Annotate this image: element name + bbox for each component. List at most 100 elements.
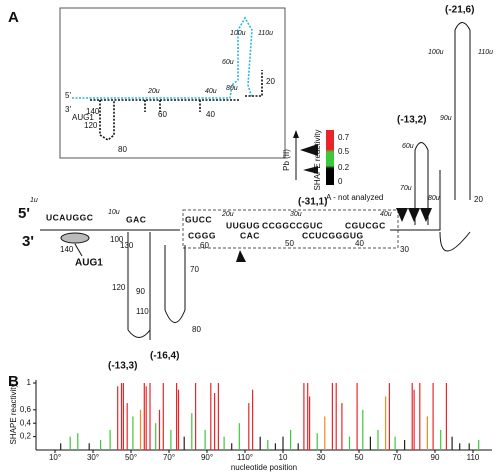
bar: [307, 383, 309, 450]
legend-note: A - not analyzed: [326, 193, 383, 202]
nt-number: 110: [136, 307, 149, 316]
bar: [432, 383, 434, 450]
x-tick-label: 110°: [237, 453, 253, 462]
nt-number: 110u: [478, 49, 493, 56]
bar: [341, 403, 343, 450]
nt-number: 70: [190, 265, 199, 274]
bar: [158, 409, 161, 450]
sequence: CCGGCCGUC: [262, 220, 323, 230]
bar: [451, 436, 453, 450]
bar: [440, 429, 442, 450]
bar: [223, 436, 225, 450]
x-tick-label: 70°: [163, 453, 175, 462]
nt-number: 40: [355, 239, 364, 248]
inset-label: 20u: [147, 88, 160, 95]
inset-label: 40u: [205, 88, 217, 95]
x-tick-label: 110: [467, 453, 480, 462]
sequence: UCAUGGC: [46, 212, 93, 222]
inset-label: 140: [86, 107, 100, 116]
bar: [377, 429, 379, 450]
inset-label: 120: [84, 121, 98, 130]
inset-label: 3': [65, 105, 71, 114]
bar: [290, 429, 292, 450]
x-tick-label: 50: [355, 453, 364, 462]
x-tick-label: 10°: [49, 453, 61, 462]
x-tick-label: 10: [279, 453, 288, 462]
bar: [177, 389, 180, 450]
nt-number: 40u: [380, 211, 392, 218]
bar: [88, 443, 90, 450]
bar: [183, 436, 185, 450]
bar: [117, 386, 119, 450]
nt-number: 80: [192, 325, 201, 334]
bar: [210, 383, 212, 450]
y-tick-label: 0,6: [20, 405, 32, 414]
y-tick-label: 0,2: [20, 432, 32, 441]
nt-number: 80u: [428, 195, 440, 202]
bar: [77, 433, 79, 450]
dashed-box: [182, 209, 399, 249]
bar: [149, 383, 151, 450]
bar: [132, 416, 134, 450]
bar: [100, 439, 102, 450]
bar: [303, 383, 305, 450]
bar: [139, 409, 142, 450]
x-tick-label: 90: [431, 453, 440, 462]
bar: [60, 443, 62, 450]
inset-label: 60: [158, 110, 167, 119]
bar: [191, 413, 193, 450]
nt-number: 60: [200, 241, 209, 250]
nt-number: 20u: [221, 211, 234, 218]
legend-tick: 0: [338, 177, 343, 186]
nt-number: 140: [60, 245, 74, 254]
sequence: CAC: [240, 230, 260, 240]
loop-label: (-13,3): [108, 361, 137, 372]
bar: [259, 436, 261, 450]
bar: [413, 389, 415, 450]
inset-black-path: [90, 70, 263, 141]
bar: [195, 383, 197, 450]
bar: [426, 416, 428, 450]
bar: [404, 439, 406, 450]
bar: [309, 396, 311, 450]
nt-number: 30u: [290, 211, 302, 218]
bar: [217, 383, 219, 450]
nt-number: 90: [136, 287, 145, 296]
legend-tick: 0.5: [338, 147, 350, 156]
nt-number: 50: [285, 239, 294, 248]
bar: [362, 409, 364, 450]
panel-label: A: [8, 9, 19, 26]
bar: [356, 383, 358, 450]
bar: [324, 416, 326, 450]
bar: [214, 393, 216, 450]
inset-label: 60u: [222, 59, 234, 66]
bar: [109, 429, 111, 450]
bar: [126, 403, 128, 450]
bar: [248, 403, 250, 450]
panel-b: B SHAPE reactivity nucleotide position 0…: [8, 373, 492, 472]
bar: [348, 436, 351, 450]
bar: [176, 383, 178, 450]
cleavage-triangles: [236, 208, 432, 262]
bar: [155, 423, 157, 450]
nt-number: 90u: [440, 115, 452, 122]
three-prime: 3': [22, 233, 34, 250]
nt-number: 10u: [108, 209, 120, 216]
bar: [297, 443, 299, 450]
loop-label: (-16,4): [150, 351, 179, 362]
panel-a: A 5' 3' AUG1 20u 40u 60u 80u 100u 110u 2…: [8, 5, 493, 372]
nt-number: 100: [110, 235, 124, 244]
bar: [316, 433, 318, 450]
sequence: CGUCGC: [345, 220, 386, 230]
sequence: CGGG: [188, 230, 216, 240]
bar: [145, 386, 147, 450]
loop-label: (-21,6): [445, 5, 474, 16]
start-codon: AUG1: [75, 258, 103, 269]
loops: [127, 22, 471, 338]
nt-number: 100u: [428, 49, 444, 56]
bar: [69, 436, 71, 450]
y-axis-label: SHAPE reactivity: [9, 384, 18, 445]
nt-number: 130: [120, 241, 134, 250]
bar: [231, 443, 233, 450]
